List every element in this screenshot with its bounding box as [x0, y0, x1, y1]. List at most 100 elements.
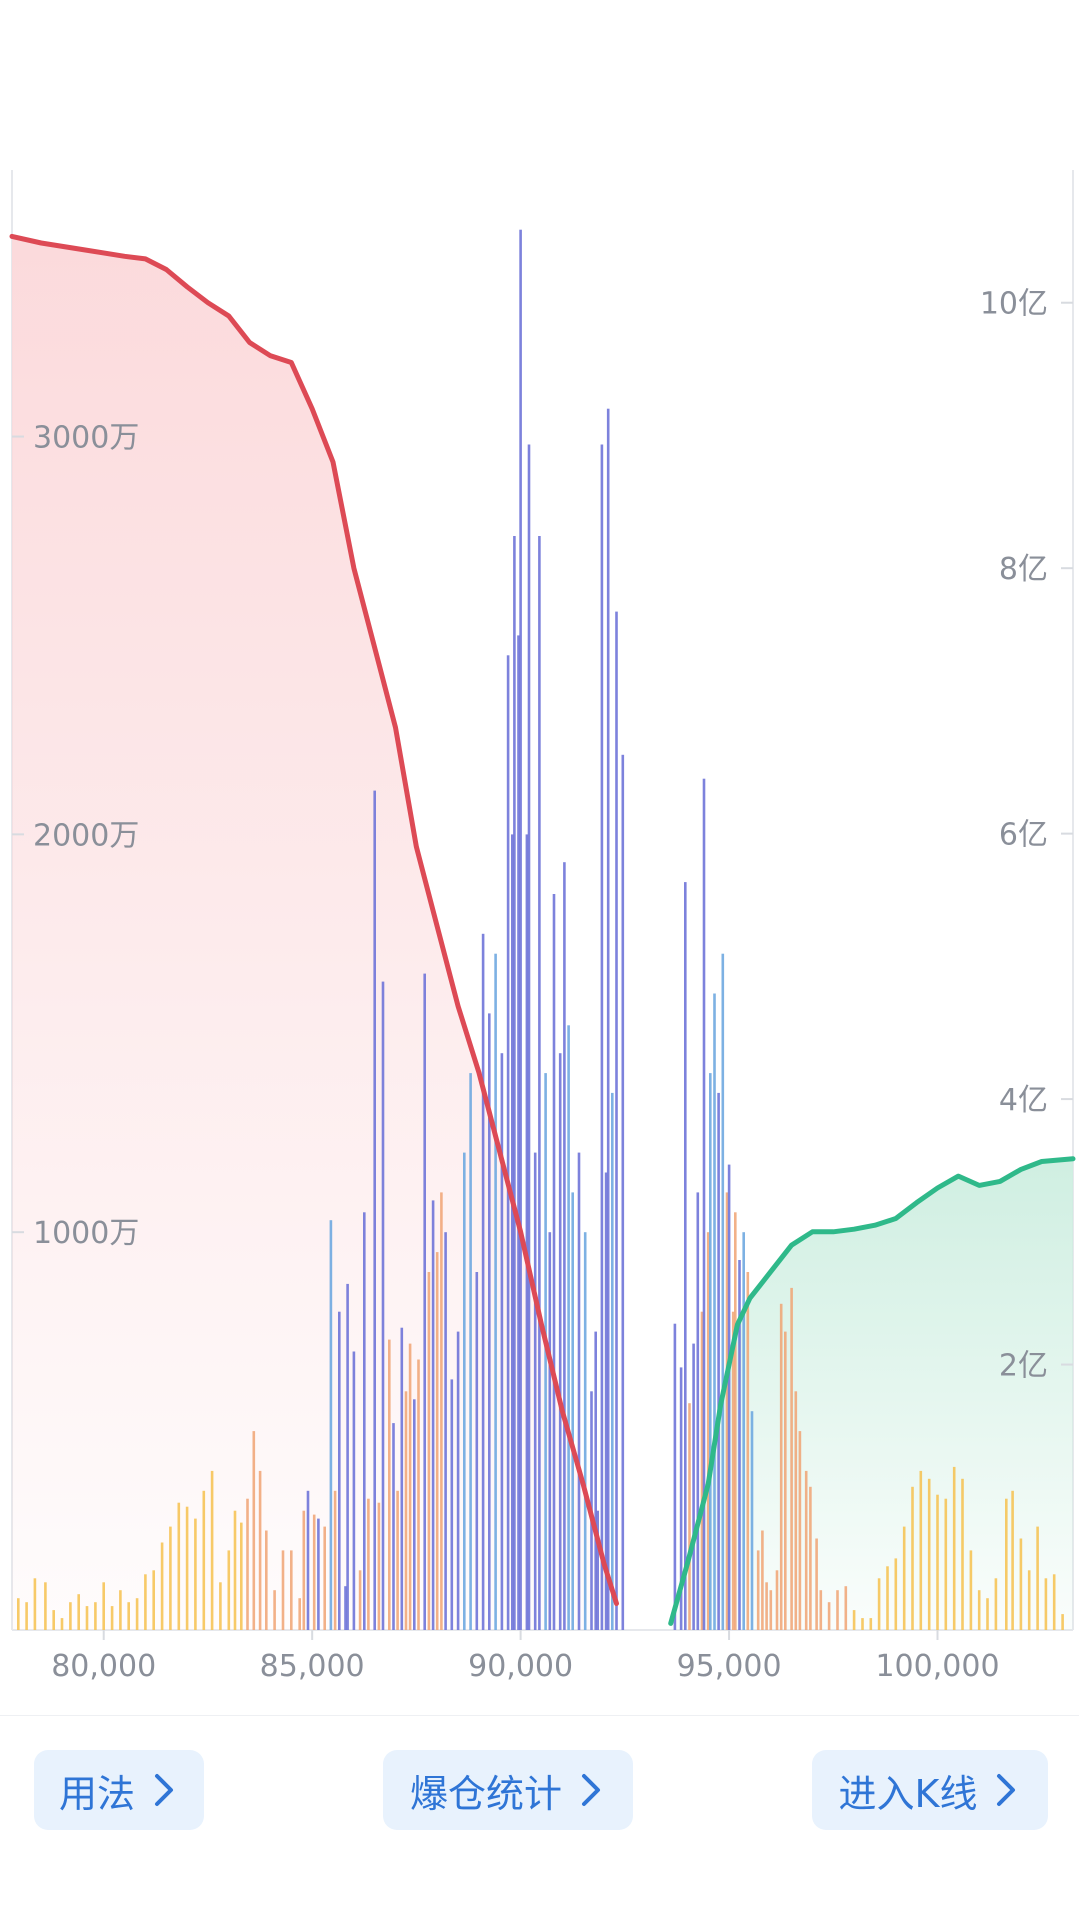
liquidation-bar	[548, 1232, 552, 1630]
liquidation-bar	[713, 993, 716, 1630]
liquidation-bar	[844, 1586, 848, 1630]
liquidation-bar	[952, 1466, 956, 1630]
liquidation-bar	[604, 1172, 608, 1630]
liquidation-bar	[435, 1252, 439, 1630]
liquidation-bar	[819, 1590, 823, 1630]
liquidation-bar	[621, 754, 625, 1630]
usage-button[interactable]: 用法	[34, 1750, 204, 1830]
left-axis-tick-label: 2000万	[33, 818, 139, 853]
liquidation-bar	[869, 1618, 873, 1630]
liquidation-bar	[558, 1053, 562, 1630]
liquidation-bar	[185, 1506, 189, 1630]
liquidation-bar	[102, 1582, 105, 1630]
liquidation-bar	[240, 1522, 243, 1630]
left-axis-tick-label: 3000万	[33, 421, 139, 456]
left-axis-tick-label: 1000万	[33, 1216, 139, 1251]
liquidation-bar	[202, 1490, 206, 1630]
liquidation-chart: 1000万 2000万 3000万 2亿 4亿 6亿 8亿 10亿 80,000 85,000…	[9, 170, 1076, 1684]
liquidation-bar	[444, 1232, 447, 1630]
liquidation-bar	[210, 1470, 214, 1630]
liquidation-bar	[769, 1590, 773, 1630]
liquidation-bar	[481, 933, 485, 1630]
liquidation-bar	[894, 1558, 898, 1630]
liquidation-bar	[961, 1478, 964, 1630]
liquidation-bar	[119, 1590, 122, 1630]
liquidation-bar	[596, 1510, 599, 1630]
liquidation-bar	[684, 882, 687, 1630]
liquidation-bar	[219, 1582, 222, 1630]
x-axis-tick-label: 100,000	[875, 1649, 999, 1684]
liquidation-bar	[69, 1602, 72, 1630]
liquidation-bar	[815, 1538, 818, 1630]
liquidation-bar	[306, 1490, 310, 1630]
liquidation-stats-button[interactable]: 爆仓统计	[383, 1750, 633, 1830]
liquidation-stats-button-label: 爆仓统计	[409, 1771, 562, 1816]
liquidation-bar	[702, 778, 706, 1630]
right-axis-tick-label: 8亿	[999, 552, 1048, 587]
liquidation-bar	[1005, 1498, 1008, 1630]
liquidation-bar	[1019, 1538, 1023, 1630]
liquidation-bar	[673, 1323, 677, 1630]
liquidation-bar	[738, 1260, 741, 1630]
liquidation-bar	[709, 1073, 712, 1630]
right-axis-tick-label: 4亿	[999, 1083, 1048, 1118]
liquidation-bar	[746, 1272, 750, 1630]
liquidation-bar	[160, 1542, 164, 1630]
liquidation-bar	[358, 1570, 362, 1630]
liquidation-bar	[317, 1518, 320, 1630]
usage-button-label: 用法	[58, 1771, 135, 1816]
liquidation-bar	[538, 536, 541, 1630]
liquidation-bar	[533, 1152, 537, 1630]
liquidation-bar	[494, 953, 497, 1630]
liquidation-bar	[152, 1570, 155, 1630]
liquidation-bar	[861, 1618, 864, 1630]
liquidation-bar	[252, 1431, 256, 1630]
liquidation-bar	[298, 1598, 301, 1630]
liquidation-bar	[344, 1586, 347, 1630]
liquidation-bar	[1036, 1526, 1039, 1630]
liquidation-bar	[721, 953, 725, 1630]
liquidation-bar	[517, 635, 520, 1630]
liquidation-bar	[679, 1367, 683, 1630]
right-axis-tick-label: 6亿	[999, 818, 1048, 853]
liquidation-bar	[583, 1232, 587, 1630]
liquidation-bar	[717, 1092, 720, 1630]
liquidation-bar	[563, 862, 566, 1630]
short-cumulative-line	[9, 233, 619, 1606]
liquidation-bar	[52, 1610, 55, 1630]
liquidation-bar	[919, 1470, 923, 1630]
liquidation-bar	[338, 1311, 341, 1630]
liquidation-bar	[246, 1498, 249, 1630]
liquidation-bar	[731, 1311, 735, 1630]
liquidation-bar	[852, 1610, 856, 1630]
liquidation-bar	[600, 444, 604, 1630]
liquidation-bar	[552, 894, 556, 1630]
liquidation-bar	[994, 1578, 998, 1630]
liquidation-bar	[233, 1510, 237, 1630]
liquidation-bar	[408, 1343, 412, 1630]
liquidation-bar	[450, 1379, 454, 1630]
right-axis-tick-label: 10亿	[980, 287, 1048, 322]
liquidation-bar	[413, 1399, 416, 1630]
liquidation-bar	[290, 1550, 293, 1630]
liquidation-bar	[902, 1526, 906, 1630]
liquidation-bar	[779, 1303, 783, 1630]
liquidation-bar	[333, 1490, 337, 1630]
liquidation-bar	[725, 1192, 729, 1630]
liquidation-bar	[312, 1514, 316, 1630]
liquidation-bar	[177, 1502, 181, 1630]
liquidation-bar	[488, 1013, 491, 1630]
enter-kline-button[interactable]: 进入K线	[812, 1750, 1048, 1830]
liquidation-bar	[977, 1590, 981, 1630]
liquidation-bar	[775, 1570, 779, 1630]
liquidation-bar	[750, 1411, 754, 1630]
liquidation-bar	[377, 1502, 381, 1630]
liquidation-bar	[611, 1092, 614, 1630]
liquidation-bar	[827, 1602, 831, 1630]
x-axis-tick-label: 80,000	[51, 1649, 156, 1684]
liquidation-bar	[427, 1272, 431, 1630]
liquidation-bar	[700, 1311, 704, 1630]
liquidation-bar	[85, 1606, 89, 1630]
liquidation-bar	[169, 1526, 172, 1630]
liquidation-bar	[1061, 1614, 1064, 1630]
